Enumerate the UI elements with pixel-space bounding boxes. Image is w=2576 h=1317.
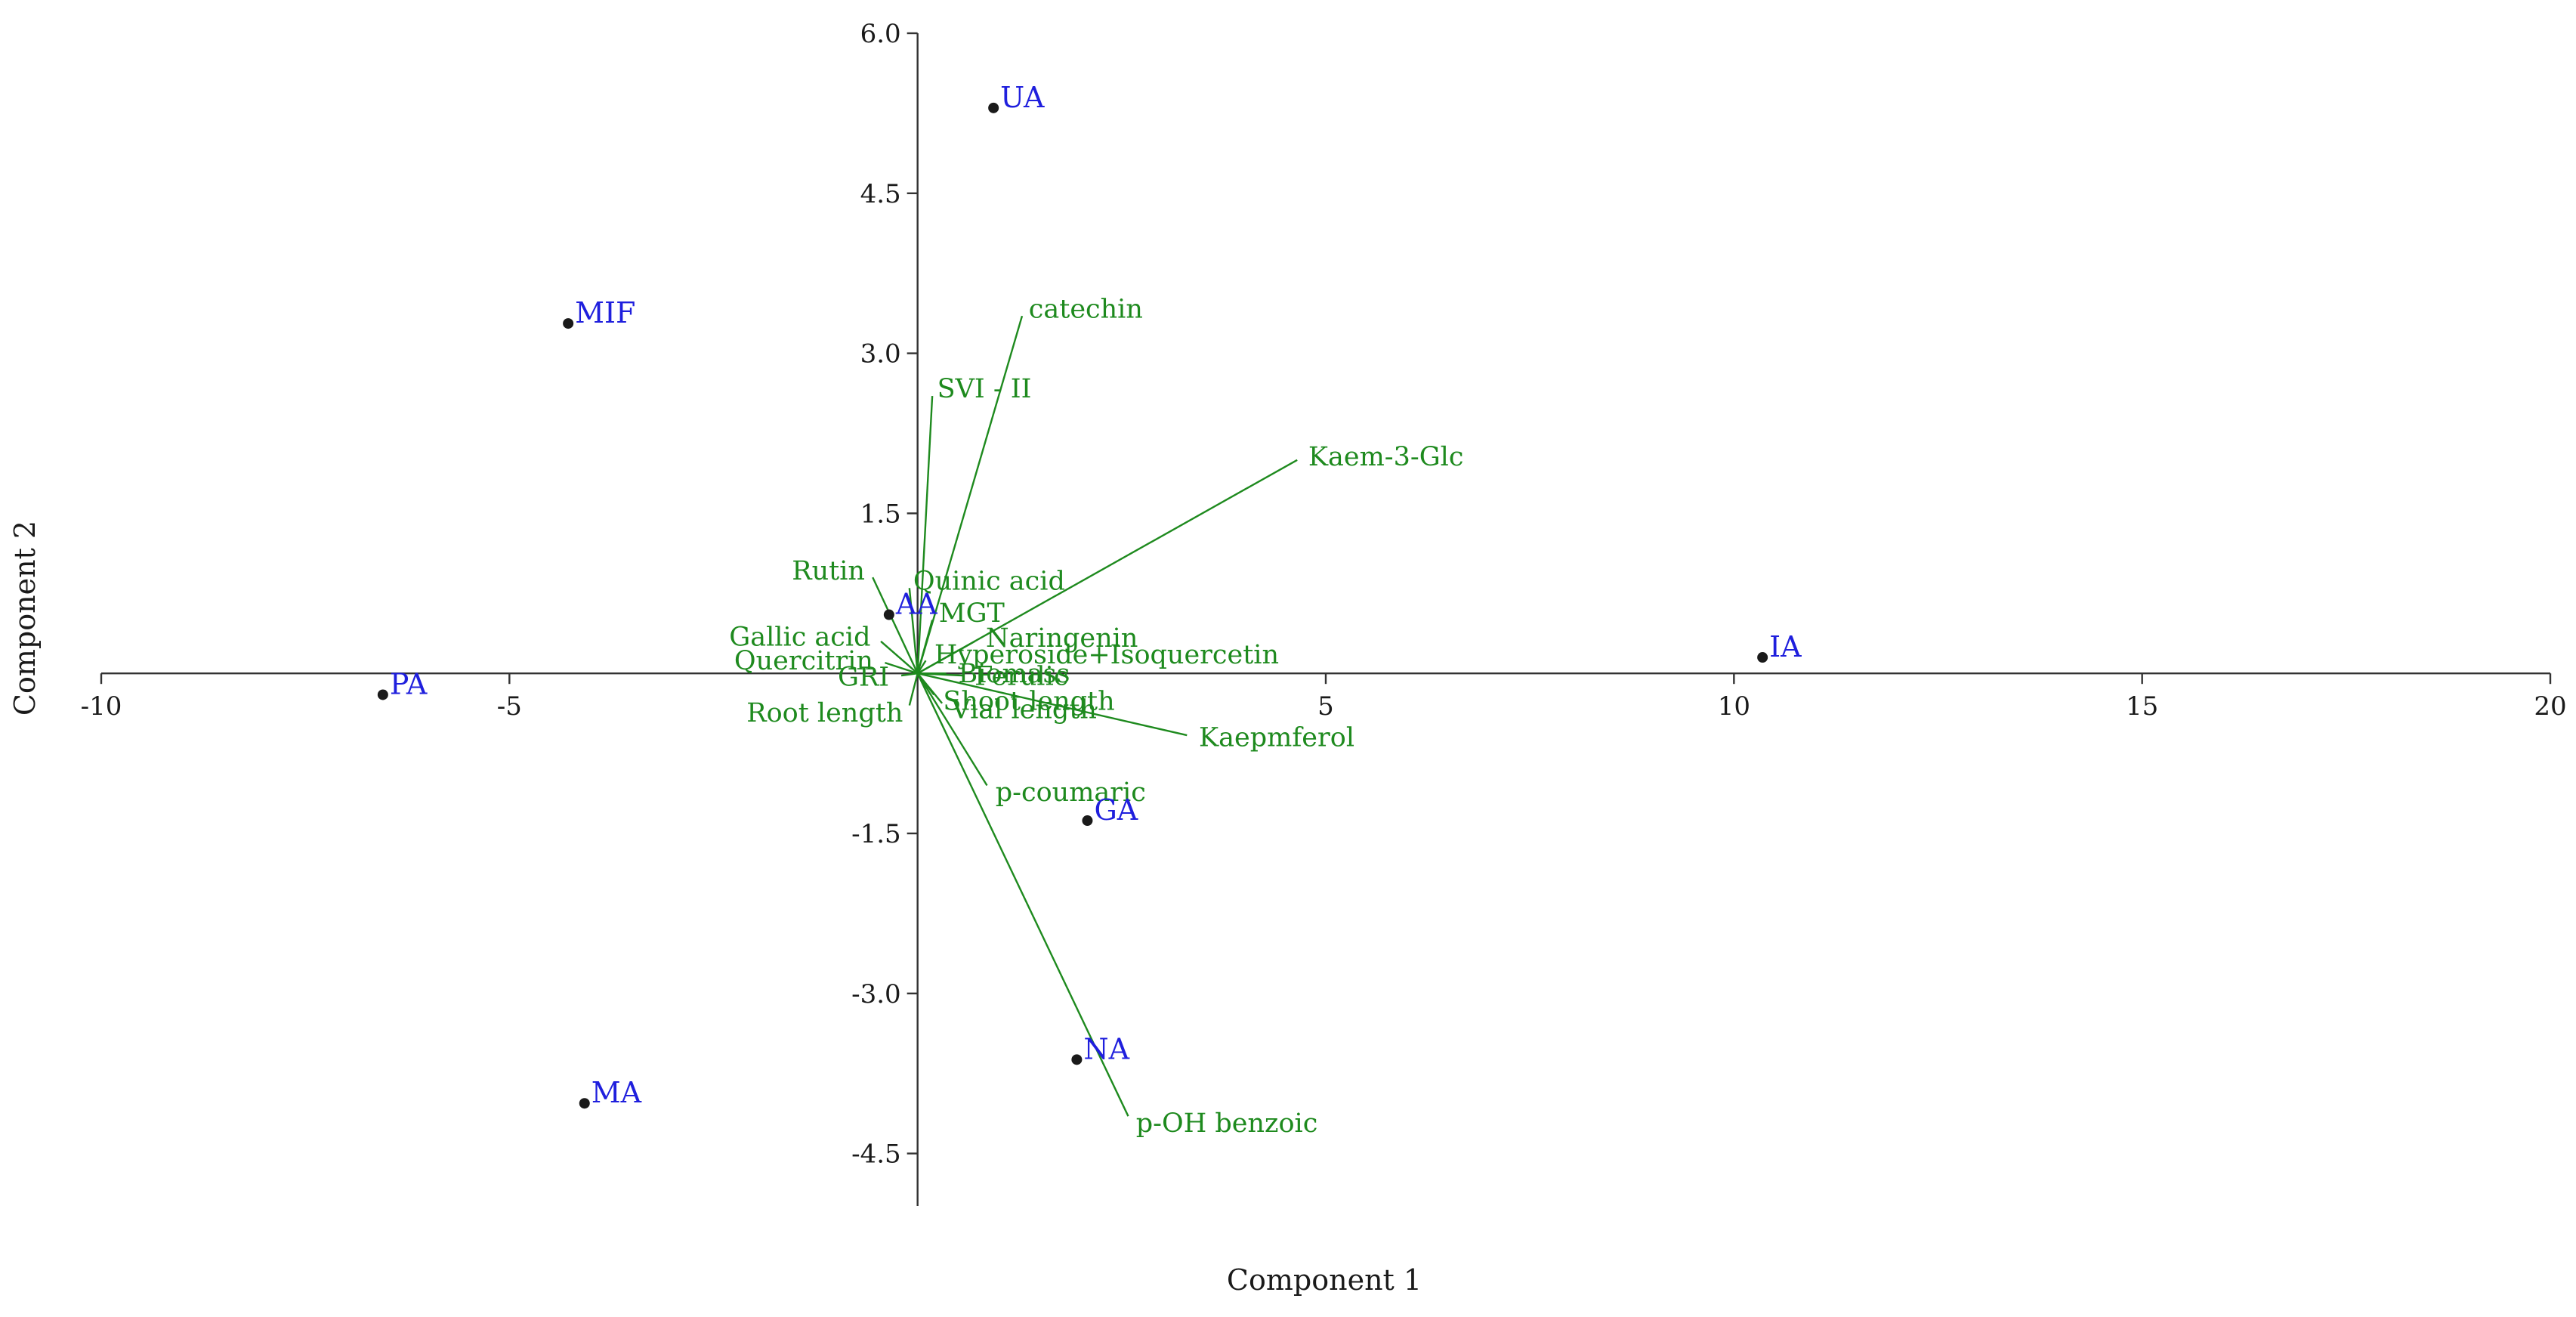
vector-line-kaem-3-glc	[917, 459, 1298, 675]
vector-label-biomass: Biomass	[958, 659, 1070, 689]
vector-label-naringenin: Naringenin	[986, 623, 1138, 654]
y-tick-label: 3.0	[860, 339, 901, 369]
vector-line-naringenin	[917, 640, 975, 675]
point-na	[1071, 1054, 1083, 1065]
point-label-aa: AA	[895, 588, 937, 621]
point-label-ma: MA	[591, 1076, 642, 1109]
vector-label-quercitrin: Quercitrin	[734, 646, 873, 676]
y-tick-label: 1.5	[860, 499, 901, 529]
axes: -10 -5 5 10 15 20 6.0 4.5 3.0 1.5 -1.5 -3.0 -4.5	[81, 19, 2567, 1206]
vector-label-hyperoside-isoquercetin: Hyperoside+Isoquercetin	[934, 640, 1279, 670]
x-axis-title: Component 1	[1227, 1263, 1422, 1297]
x-tick-label: 5	[1317, 691, 1334, 722]
vector-line-quercitrin	[885, 661, 919, 675]
vector-line-rutin	[872, 577, 919, 674]
score-points: UA MIF AA PA IA GA NA MA	[377, 81, 1802, 1109]
point-label-ga: GA	[1094, 793, 1138, 827]
x-tick-label: 15	[2126, 691, 2158, 722]
x-tick-label: -5	[497, 691, 522, 722]
vector-line-root-length	[908, 672, 919, 706]
vector-line-mgt	[916, 620, 934, 674]
point-ia	[1757, 652, 1768, 663]
vector-line-gallic-acid	[880, 640, 919, 675]
vector-label-kaem-3-glc: Kaem-3-Glc	[1308, 442, 1464, 472]
vector-line-catechin	[916, 315, 1024, 674]
vector-line-p-coumaric	[916, 672, 988, 787]
vector-label-gallic-acid: Gallic acid	[729, 622, 870, 652]
vector-label-mgt: MGT	[939, 598, 1005, 629]
vector-label-root-length: Root length	[746, 698, 903, 728]
vector-line-svi-ii	[916, 396, 934, 674]
y-tick-label: -3.0	[851, 979, 901, 1009]
point-label-ua: UA	[1000, 81, 1045, 114]
vector-label-rutin: Rutin	[792, 556, 865, 586]
vector-line-kaepmferol	[917, 672, 1188, 737]
vector-label-p-coumaric: p-coumaric	[996, 778, 1146, 808]
y-axis-title: Component 2	[8, 521, 42, 716]
axis-titles: Component 1 Component 2	[8, 521, 1422, 1297]
vector-line-p-oh-benzoic	[916, 672, 1129, 1117]
vector-line-gri	[900, 672, 918, 677]
point-label-na: NA	[1083, 1032, 1129, 1065]
point-ga	[1082, 815, 1093, 827]
x-tick-label: 20	[2534, 691, 2566, 722]
y-tick-label: -4.5	[851, 1139, 901, 1170]
vector-label-gri: GRI	[838, 662, 889, 692]
vector-line-ferulic	[917, 672, 963, 677]
point-pa	[377, 689, 388, 700]
point-label-mif: MIF	[575, 296, 635, 329]
y-tick-label: 4.5	[860, 179, 901, 209]
vector-line-quinic-acid	[908, 588, 919, 674]
y-tick-label: -1.5	[851, 819, 901, 849]
vector-label-p-oh-benzoic: p-OH benzoic	[1136, 1108, 1318, 1139]
x-tick-label: -10	[81, 691, 122, 722]
point-aa	[883, 609, 894, 620]
vector-label-ferulic: Ferulic	[974, 661, 1068, 691]
point-ma	[579, 1098, 590, 1109]
loading-vectors: catechin SVI - II Kaem-3-Glc Rutin Quinic ac…	[729, 295, 1463, 1139]
point-label-pa: PA	[390, 667, 428, 700]
point-ua	[988, 102, 999, 113]
point-label-ia: IA	[1769, 630, 1802, 663]
vector-label-catechin: catechin	[1029, 295, 1143, 325]
point-mif	[563, 318, 574, 329]
vector-label-kaepmferol: Kaepmferol	[1199, 722, 1354, 753]
vector-label-svi-ii: SVI - II	[937, 374, 1032, 404]
x-tick-label: 10	[1718, 691, 1750, 722]
vector-line-hyperoside-isoquercetin	[916, 660, 927, 674]
y-tick-label: 6.0	[860, 19, 901, 49]
vector-label-quinic-acid: Quinic acid	[913, 566, 1065, 596]
